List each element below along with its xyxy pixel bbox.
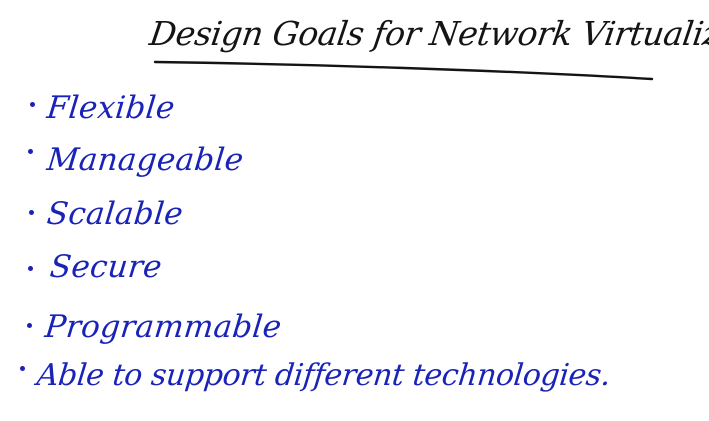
list-item-label: Manageable xyxy=(45,142,246,178)
bullet-dot xyxy=(30,102,35,107)
bullet-dot xyxy=(27,323,32,328)
list-item-label: Able to support different technologies. xyxy=(35,358,612,393)
bullet-dot xyxy=(28,149,33,154)
list-item-label: Programmable xyxy=(43,309,284,345)
list-item-label: Secure xyxy=(48,249,164,285)
list-item-label: Scalable xyxy=(45,196,185,232)
bullet-dot xyxy=(29,210,34,215)
bullet-dot xyxy=(20,366,25,371)
bullet-dot xyxy=(28,266,33,271)
list-item-label: Flexible xyxy=(45,90,177,126)
